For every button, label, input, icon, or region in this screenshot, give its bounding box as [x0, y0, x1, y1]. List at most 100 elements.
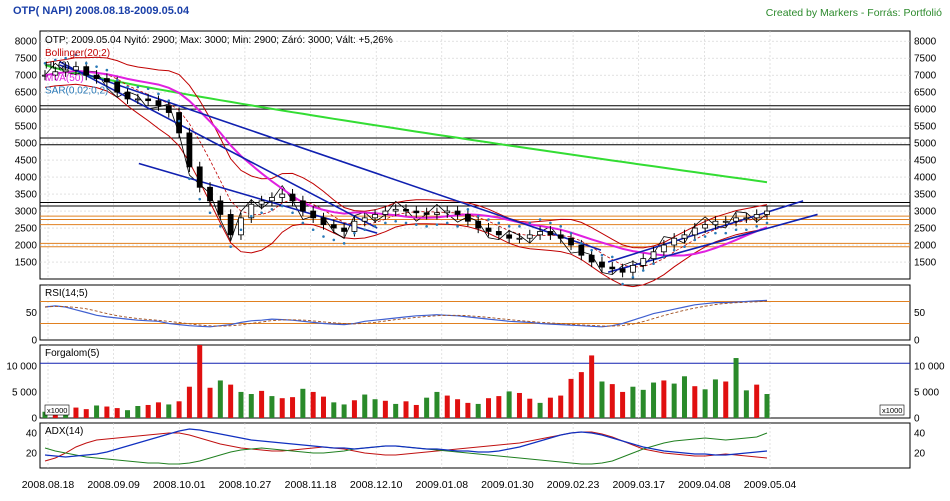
- candle-body: [619, 268, 626, 273]
- volume-bar: [238, 391, 244, 418]
- sar-dot: [291, 211, 294, 215]
- sar-dot: [260, 211, 263, 215]
- sar-dot: [745, 228, 748, 232]
- rsi-line: [44, 299, 768, 328]
- volume-bar: [413, 404, 419, 418]
- candle-body: [145, 98, 152, 102]
- x-tick-label: 2008.10.27: [219, 479, 272, 491]
- price-ytick-left: 8000: [15, 37, 38, 48]
- candle-body: [83, 66, 90, 76]
- candle-body: [516, 237, 523, 240]
- candle-body: [341, 227, 348, 232]
- rsi-signal-line: [44, 300, 768, 327]
- sar-dot: [239, 228, 243, 232]
- sar-dot: [683, 245, 686, 249]
- sar-dot: [425, 225, 428, 228]
- volume-bar: [743, 390, 749, 418]
- candle-body: [299, 200, 306, 212]
- volume-ytick-left: 0: [31, 414, 37, 425]
- sar-dot: [219, 225, 222, 228]
- candle-body: [650, 251, 657, 260]
- candle-body: [392, 208, 399, 212]
- candle-body: [599, 261, 605, 268]
- adx-line: [44, 428, 768, 458]
- sar-dot: [652, 262, 655, 266]
- volume-bar: [681, 376, 687, 418]
- sar-dot: [497, 221, 501, 225]
- candle-body: [537, 231, 543, 236]
- candle-body: [454, 210, 461, 215]
- volume-bar: [125, 410, 131, 418]
- volume-ytick-left: 10 000: [6, 361, 37, 372]
- candle-body: [289, 193, 296, 202]
- candle-body: [114, 81, 121, 93]
- sar-dot: [456, 225, 459, 228]
- sar-dot: [229, 245, 232, 249]
- sar-dot: [445, 221, 449, 225]
- candle-body: [733, 217, 739, 222]
- volume-bar: [73, 407, 79, 418]
- volume-bar: [197, 345, 203, 418]
- sar-dot: [342, 242, 346, 245]
- candle-body: [702, 224, 709, 229]
- candle-body: [196, 166, 203, 188]
- candle-body: [124, 91, 131, 100]
- candle-body: [279, 193, 286, 198]
- volume-ytick-right: 0: [914, 414, 920, 425]
- sar-dot: [590, 248, 593, 252]
- candle-body: [176, 112, 182, 134]
- volume-bar: [434, 391, 440, 418]
- sar-dot: [146, 87, 150, 91]
- adx-di-minus-line: [44, 431, 768, 462]
- sar-dot: [84, 61, 88, 65]
- candle-body: [62, 69, 69, 73]
- x-tick-label: 2008.08.18: [22, 479, 75, 491]
- candle-body: [248, 203, 255, 219]
- sar-dot: [95, 65, 98, 68]
- bollinger-lower-line: [44, 83, 768, 288]
- volume-bar: [578, 372, 584, 418]
- volume-bar: [155, 402, 161, 418]
- volume-bar: [341, 404, 347, 418]
- volume-bar: [733, 358, 739, 418]
- sar-dot: [384, 221, 387, 225]
- x-tick-label: 2009.04.08: [678, 479, 731, 491]
- x-tick-label: 2008.12.10: [350, 479, 403, 491]
- long-ma-line: [44, 64, 768, 184]
- sar-dot: [311, 228, 315, 232]
- sar-dot: [487, 218, 490, 221]
- volume-bar: [217, 380, 223, 418]
- price-ytick-left: 6500: [15, 88, 38, 99]
- sar-dot: [198, 197, 202, 201]
- volume-bar: [506, 391, 512, 418]
- price-ytick-right: 2500: [914, 224, 937, 235]
- price-ytick-left: 6000: [15, 105, 38, 116]
- sar-dot: [466, 208, 470, 211]
- sar-dot: [641, 269, 645, 272]
- price-ytick-right: 7500: [914, 54, 937, 65]
- price-ytick-right: 6000: [914, 105, 937, 116]
- candle-body: [764, 210, 770, 215]
- candle-body: [485, 227, 492, 232]
- volume-bar: [114, 408, 120, 418]
- sar-dot: [734, 228, 738, 232]
- chart-title: OTP( NAPI) 2008.08.18-2009.05.04: [13, 5, 190, 17]
- price-ytick-left: 7000: [15, 71, 38, 82]
- panel-frame-price: [39, 30, 911, 280]
- sar-dot: [518, 225, 521, 228]
- candle-body: [217, 200, 224, 215]
- bollinger-upper-line: [44, 56, 768, 249]
- volume-bar: [382, 400, 388, 418]
- candle-body: [753, 214, 760, 219]
- volume-bar: [444, 395, 450, 418]
- x-tick-label: 2009.01.30: [481, 479, 534, 491]
- volume-bar: [403, 401, 409, 418]
- volume-bar: [372, 399, 378, 418]
- volume-bar: [269, 396, 275, 418]
- x-tick-label: 2008.09.09: [87, 479, 140, 491]
- volume-bar: [661, 380, 667, 418]
- rsi-ytick-left: 50: [26, 308, 38, 319]
- sar-dot: [188, 177, 191, 181]
- volume-bar: [651, 382, 657, 418]
- candle-body: [413, 210, 420, 214]
